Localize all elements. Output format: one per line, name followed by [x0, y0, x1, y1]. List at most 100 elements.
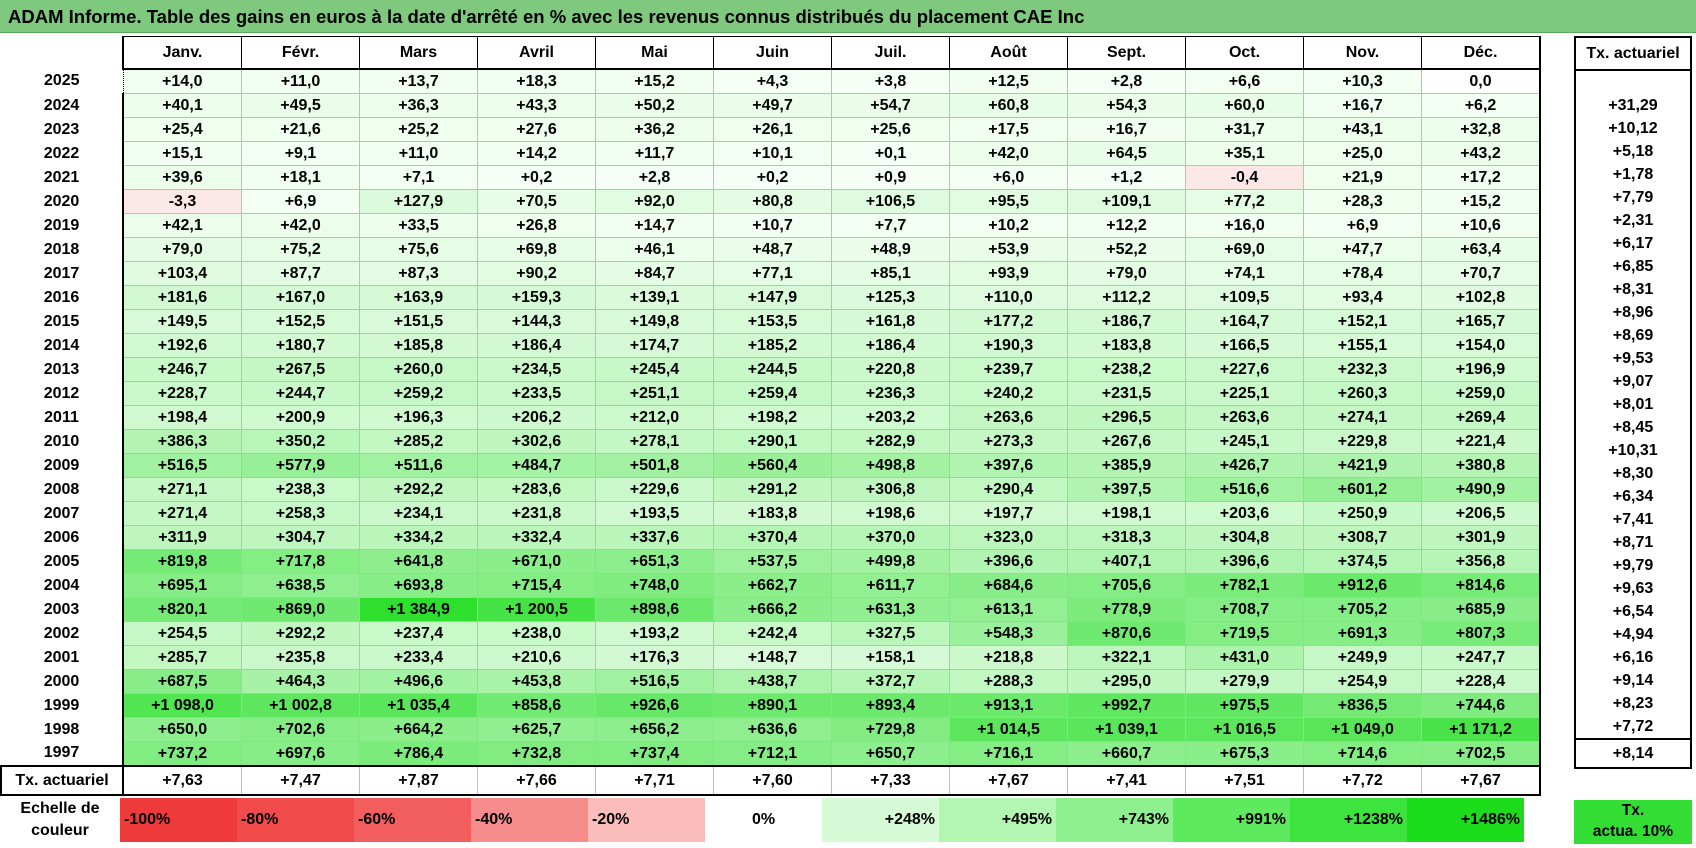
year-actuarial-rate: +6,54 — [1574, 600, 1692, 623]
year-label: 2012 — [43, 384, 80, 402]
gain-cell: +6,9 — [1303, 213, 1422, 238]
gain-cell: +577,9 — [241, 453, 360, 478]
gain-cell: +239,7 — [949, 357, 1068, 382]
gain-cell: +46,1 — [595, 237, 714, 262]
actuarial-rate-body: +31,29 +10,12 +5,18 +1,78 +7,79 +2,31 +6,17 +6,… — [1574, 70, 1692, 769]
gain-cell: +282,9 — [831, 429, 950, 454]
month-actuarial-rate: +7,63 — [122, 765, 242, 796]
gain-cell: +717,8 — [241, 549, 360, 574]
year-row: 2021 +39,6 +18,1 +7,1 +0,2 +2,8 +0,2 +0,9 +6,0 +1… — [1, 165, 1541, 190]
year-actuarial-rate: +4,94 — [1574, 623, 1692, 646]
gain-cell: +975,5 — [1185, 693, 1304, 718]
year-actuarial-rate: +8,71 — [1574, 531, 1692, 554]
gain-cell: +200,9 — [241, 405, 360, 430]
year-actuarial-rate: +8,31 — [1574, 278, 1692, 301]
gain-cell: +87,7 — [241, 261, 360, 286]
color-scale-step: +495% — [939, 798, 1056, 842]
gain-cell: +15,1 — [122, 141, 242, 166]
gain-cell: +308,7 — [1303, 525, 1422, 550]
gain-cell: +716,1 — [949, 741, 1068, 767]
gain-cell: +337,6 — [595, 525, 714, 550]
gain-cell: +318,3 — [1067, 525, 1186, 550]
gain-cell: +31,7 — [1185, 117, 1304, 142]
gain-cell: +14,7 — [595, 213, 714, 238]
gain-cell: +196,3 — [359, 405, 478, 430]
gain-cell: +249,9 — [1303, 645, 1422, 670]
gain-cell: +285,2 — [359, 429, 478, 454]
gain-cell: +102,8 — [1421, 285, 1541, 310]
color-scale-step: -40% — [471, 798, 588, 842]
gain-cell: +560,4 — [713, 453, 832, 478]
gain-cell: +144,3 — [477, 309, 596, 334]
gain-cell: +21,6 — [241, 117, 360, 142]
gain-cell: +516,6 — [1185, 477, 1304, 502]
gain-cell: +311,9 — [122, 525, 242, 550]
year-actuarial-rate: +6,85 — [1574, 255, 1692, 278]
gain-cell: +43,2 — [1421, 141, 1541, 166]
gain-cell: +231,8 — [477, 501, 596, 526]
gain-cell: +69,0 — [1185, 237, 1304, 262]
gain-cell: +167,0 — [241, 285, 360, 310]
gain-cell: +16,0 — [1185, 213, 1304, 238]
gain-cell: +372,7 — [831, 669, 950, 694]
gain-cell: +197,7 — [949, 501, 1068, 526]
gain-cell: +511,6 — [359, 453, 478, 478]
gain-cell: +397,5 — [1067, 477, 1186, 502]
gain-cell: +295,0 — [1067, 669, 1186, 694]
gain-cell: +271,1 — [122, 477, 242, 502]
gain-cell: +85,1 — [831, 261, 950, 286]
gain-cell: +64,5 — [1067, 141, 1186, 166]
month-header-row: Janv. Févr. Mars Avril Mai Juin Juil. Août Sept.… — [1, 36, 1541, 70]
gain-cell: +267,5 — [241, 357, 360, 382]
gain-cell: +39,6 — [122, 165, 242, 190]
gain-cell: +33,5 — [359, 213, 478, 238]
month-actuarial-rate: +7,67 — [949, 765, 1068, 796]
gain-cell: +656,2 — [595, 717, 714, 742]
gain-cell: +245,4 — [595, 357, 714, 382]
gain-cell: +60,8 — [949, 93, 1068, 118]
gain-cell: +228,7 — [122, 381, 242, 406]
year-actuarial-rate: +8,23 — [1574, 692, 1692, 715]
year-row: 2016 +181,6 +167,0 +163,9 +159,3 +139,1 +147,9… — [1, 285, 1541, 310]
gain-cell: +186,4 — [477, 333, 596, 358]
month-actuarial-rate: +7,67 — [1421, 765, 1541, 796]
year-row: 2018 +79,0 +75,2 +75,6 +69,8 +46,1 +48,7 +48,9 +… — [1, 237, 1541, 262]
gain-cell: +695,1 — [122, 573, 242, 598]
month-header: Janv. — [122, 36, 242, 70]
gain-cell: +232,3 — [1303, 357, 1422, 382]
year-label: 2014 — [43, 336, 80, 354]
year-row: 2012 +228,7 +244,7 +259,2 +233,5 +251,1 +259,4… — [1, 381, 1541, 406]
gain-cell: +259,2 — [359, 381, 478, 406]
gain-cell: +858,6 — [477, 693, 596, 718]
year-row: 2024 +40,1 +49,5 +36,3 +43,3 +50,2 +49,7 +54,7 +… — [1, 93, 1541, 118]
gain-cell: +819,8 — [122, 549, 242, 574]
gain-cell: +1 039,1 — [1067, 717, 1186, 742]
gain-cell: +327,5 — [831, 621, 950, 646]
gain-cell: +12,5 — [949, 68, 1068, 94]
year-row: 2003 +820,1 +869,0 +1 384,9 +1 200,5 +898,6 +6… — [1, 597, 1541, 622]
gain-cell: +192,6 — [122, 333, 242, 358]
month-header: Nov. — [1303, 36, 1422, 70]
gain-cell: +870,6 — [1067, 621, 1186, 646]
gain-cell: +237,4 — [359, 621, 478, 646]
gain-cell: +292,2 — [359, 477, 478, 502]
gain-cell: +273,3 — [949, 429, 1068, 454]
year-row: 2005 +819,8 +717,8 +641,8 +671,0 +651,3 +537,5… — [1, 549, 1541, 574]
gain-cell: +638,5 — [241, 573, 360, 598]
year-label: 2005 — [43, 552, 80, 570]
gain-cell: +26,8 — [477, 213, 596, 238]
gain-cell: +537,5 — [713, 549, 832, 574]
gain-cell: +78,4 — [1303, 261, 1422, 286]
month-header: Déc. — [1421, 36, 1541, 70]
gain-cell: +836,5 — [1303, 693, 1422, 718]
gain-cell: +306,8 — [831, 477, 950, 502]
gain-cell: +0,2 — [477, 165, 596, 190]
year-actuarial-rate: +10,12 — [1574, 117, 1692, 140]
gain-cell: +69,8 — [477, 237, 596, 262]
gain-cell: +693,8 — [359, 573, 478, 598]
gain-cell: +431,0 — [1185, 645, 1304, 670]
gain-cell: +77,1 — [713, 261, 832, 286]
gain-cell: -0,4 — [1185, 165, 1304, 190]
gain-cell: +702,6 — [241, 717, 360, 742]
gain-cell: +304,8 — [1185, 525, 1304, 550]
